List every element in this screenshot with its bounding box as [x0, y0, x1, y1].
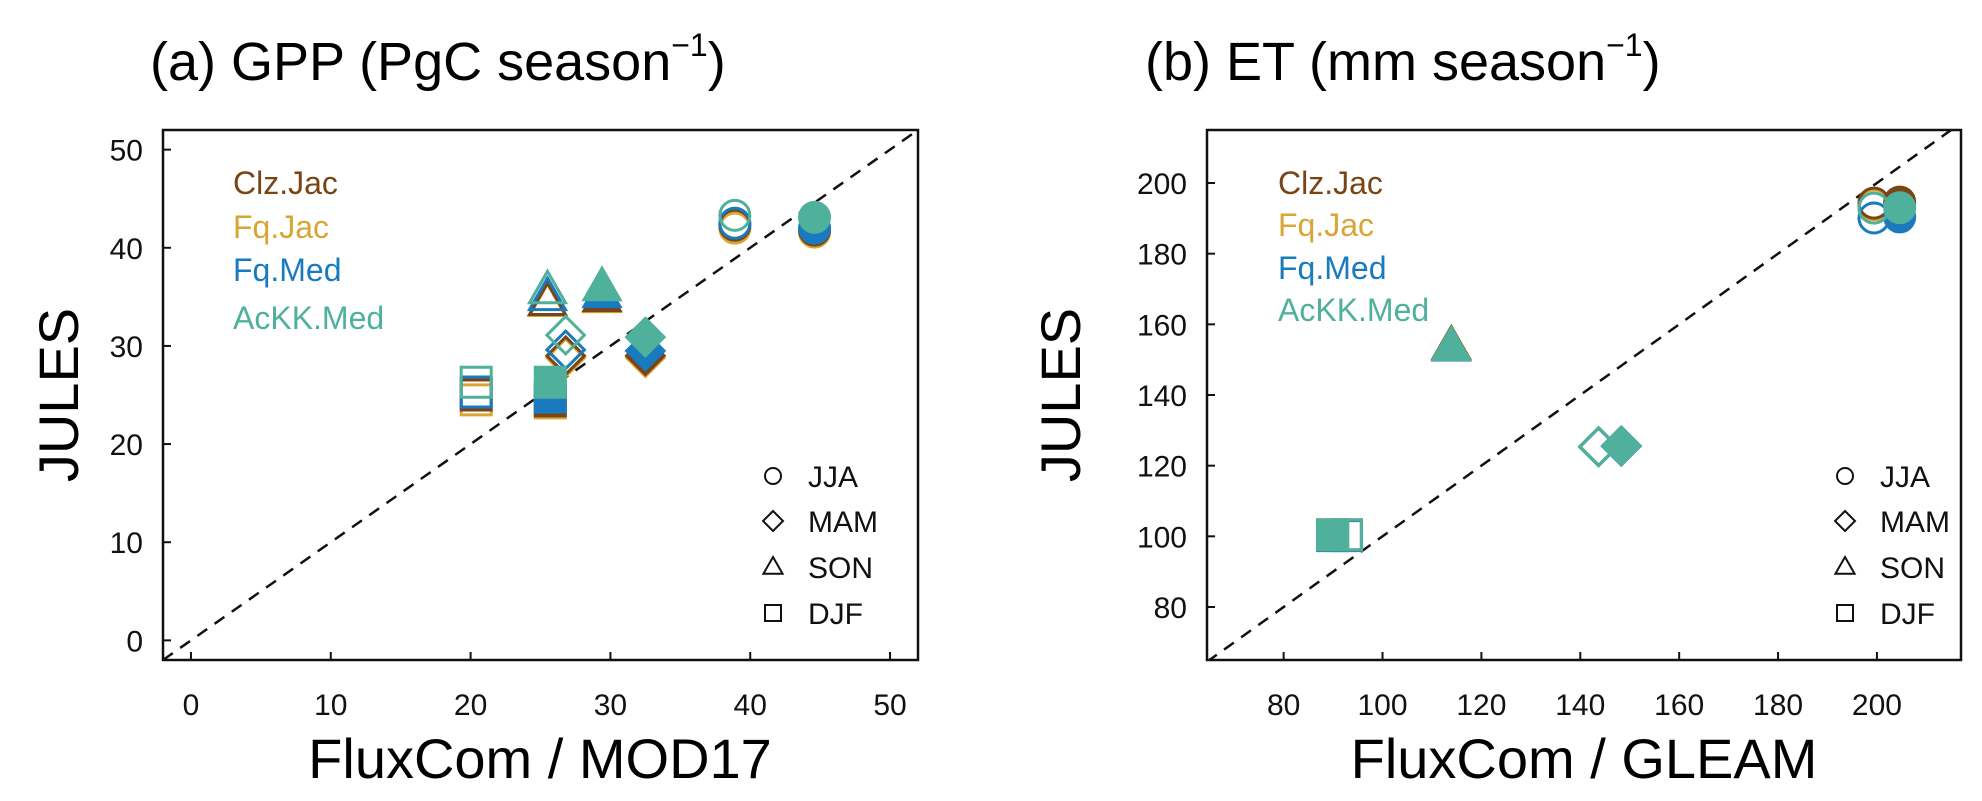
panel-a-x-tick-label: 30	[594, 689, 627, 722]
panel-a-title-text: (a) GPP (PgC season	[150, 32, 671, 92]
panel-b-season-legend-djf: DJF	[1880, 598, 1935, 631]
panel-b-x-tick-label: 140	[1555, 689, 1605, 722]
panel-a-season-legend-son: SON	[808, 552, 873, 585]
panel-a-y-tick-label: 50	[110, 135, 143, 168]
panel-b-legend-fq-jac: Fq.Jac	[1278, 207, 1374, 243]
panel-a-x-tick-label: 50	[873, 689, 906, 722]
panel-a-title-close: )	[708, 32, 726, 92]
panel-a-x-tick-label: 40	[734, 689, 767, 722]
panel-a-point-ackk-med-son-fluxcom	[526, 268, 569, 305]
panel-b-season-legend-circle-icon	[1836, 467, 1854, 485]
panel-b-frame	[1205, 128, 1963, 662]
panel-a-x-tick-label: 20	[454, 689, 487, 722]
panel-b-x-tick-label: 180	[1753, 689, 1803, 722]
panel-b-one-to-one-line	[1207, 130, 1954, 660]
panel-b-title-superscript: −1	[1606, 27, 1642, 63]
panel-a-y-tick-label: 10	[110, 527, 143, 560]
panel-b-season-legend-mam: MAM	[1880, 506, 1950, 539]
panel-a-x-tick-label: 10	[314, 689, 347, 722]
panel-a-gpp: (a) GPP (PgC season−1) 0 10 20 30 40 50 0 10 20 3…	[27, 27, 920, 790]
panel-b-season-legend-son: SON	[1880, 552, 1945, 585]
panel-b-season-legend-diamond-icon	[1833, 509, 1857, 533]
panel-b-x-axis-title: FluxCom / GLEAM	[1351, 727, 1818, 790]
panel-a-point-ackk-med-djf-mod17	[533, 365, 567, 399]
panel-b-y-tick-label: 120	[1137, 451, 1187, 484]
panel-a-title-superscript: −1	[671, 27, 707, 63]
panel-a-x-axis-title: FluxCom / MOD17	[308, 727, 772, 790]
panel-a-x-tick-label: 0	[183, 689, 200, 722]
panel-a-y-tick-label: 40	[110, 233, 143, 266]
panel-a-y-tick-label: 20	[110, 429, 143, 462]
panel-b-x-tick-label: 100	[1357, 689, 1407, 722]
panel-a-legend-fq-med: Fq.Med	[233, 252, 341, 288]
panel-a-point-fq-med-djf-fluxcom	[459, 375, 493, 409]
panel-b-y-tick-label: 140	[1137, 380, 1187, 413]
panel-b-point-ackk-med-djf-gleam	[1316, 518, 1350, 552]
panel-a-season-legend-mam: MAM	[808, 506, 878, 539]
panel-a-y-tick-label: 0	[126, 625, 143, 658]
panel-a-point-fq-med-son-fluxcom	[526, 275, 569, 312]
panel-b-x-tick-label: 160	[1654, 689, 1704, 722]
panel-b-y-tick-label: 180	[1137, 239, 1187, 272]
panel-a-legend-fq-jac: Fq.Jac	[233, 209, 329, 245]
panel-b-point-ackk-med-son-gleam	[1430, 324, 1472, 361]
panel-b-x-tick-label: 120	[1456, 689, 1506, 722]
panel-a-legend-ackk-med: AcKK.Med	[233, 300, 384, 336]
panel-a-season-legend-jja: JJA	[808, 461, 858, 494]
panel-b-title: (b) ET (mm season−1)	[1145, 27, 1661, 92]
panel-a-title: (a) GPP (PgC season−1)	[150, 27, 726, 92]
panel-a-y-axis-title: JULES	[27, 308, 90, 482]
panel-b-point-ackk-med-jja-gleam	[1883, 191, 1917, 225]
panel-b-legend-ackk-med: AcKK.Med	[1278, 292, 1429, 328]
panel-a-point-ackk-med-jja-fluxcom	[718, 198, 752, 232]
panel-b-season-legend-square-icon	[1836, 604, 1854, 622]
panel-b-y-tick-label: 200	[1137, 168, 1187, 201]
panel-b-x-tick-label: 80	[1267, 689, 1300, 722]
panel-b-title-close: )	[1643, 32, 1661, 92]
panel-a-season-legend-diamond-icon	[761, 509, 785, 533]
panel-b-legend-fq-med: Fq.Med	[1278, 250, 1386, 286]
panel-a-point-ackk-med-son-mod17	[581, 265, 623, 302]
panel-b-season-legend-jja: JJA	[1880, 461, 1930, 494]
panel-b-y-tick-label: 100	[1137, 521, 1187, 554]
panel-b-et: (b) ET (mm season−1) 80 100 120 140 160 180 20…	[1029, 27, 1963, 790]
panel-a-point-ackk-med-mam-mod17	[624, 316, 667, 358]
panel-b-point-ackk-med-mam-gleam	[1600, 425, 1643, 467]
panel-b-x-tick-label: 200	[1852, 689, 1902, 722]
panel-a-point-clz-jac-son-fluxcom	[526, 279, 569, 317]
panel-b-plot-area: 80 100 120 140 160 180 200 80 100 120 140 160 180 200…	[1137, 128, 1963, 722]
panel-a-point-fq-med-jja-fluxcom	[718, 206, 752, 240]
panel-b-y-tick-label: 160	[1137, 309, 1187, 342]
panel-a-season-legend-triangle-icon	[761, 554, 785, 575]
panel-a-season-legend-square-icon	[764, 604, 782, 622]
panel-a-season-legend-djf: DJF	[808, 598, 863, 631]
panel-b-y-tick-label: 80	[1154, 592, 1187, 625]
panel-a-frame	[161, 128, 920, 662]
panel-a-point-ackk-med-mam-fluxcom	[544, 314, 587, 357]
panel-b-y-axis-title: JULES	[1029, 308, 1092, 482]
panel-a-season-legend-circle-icon	[764, 467, 782, 485]
panel-a-legend-clz-jac: Clz.Jac	[233, 165, 338, 201]
panel-a-plot-area: 0 10 20 30 40 50 0 10 20 30 40 50 Clz.Jac Fq.Jac Fq.Me…	[110, 128, 920, 722]
panel-a-y-tick-label: 30	[110, 331, 143, 364]
panel-b-season-legend-triangle-icon	[1833, 554, 1857, 575]
panel-a-one-to-one-line	[163, 130, 918, 660]
panel-b-legend-clz-jac: Clz.Jac	[1278, 165, 1383, 201]
panel-a-point-ackk-med-djf-fluxcom	[459, 365, 493, 399]
panel-a-point-ackk-med-jja-mod17	[798, 200, 832, 234]
panel-b-title-text: (b) ET (mm season	[1145, 32, 1606, 92]
